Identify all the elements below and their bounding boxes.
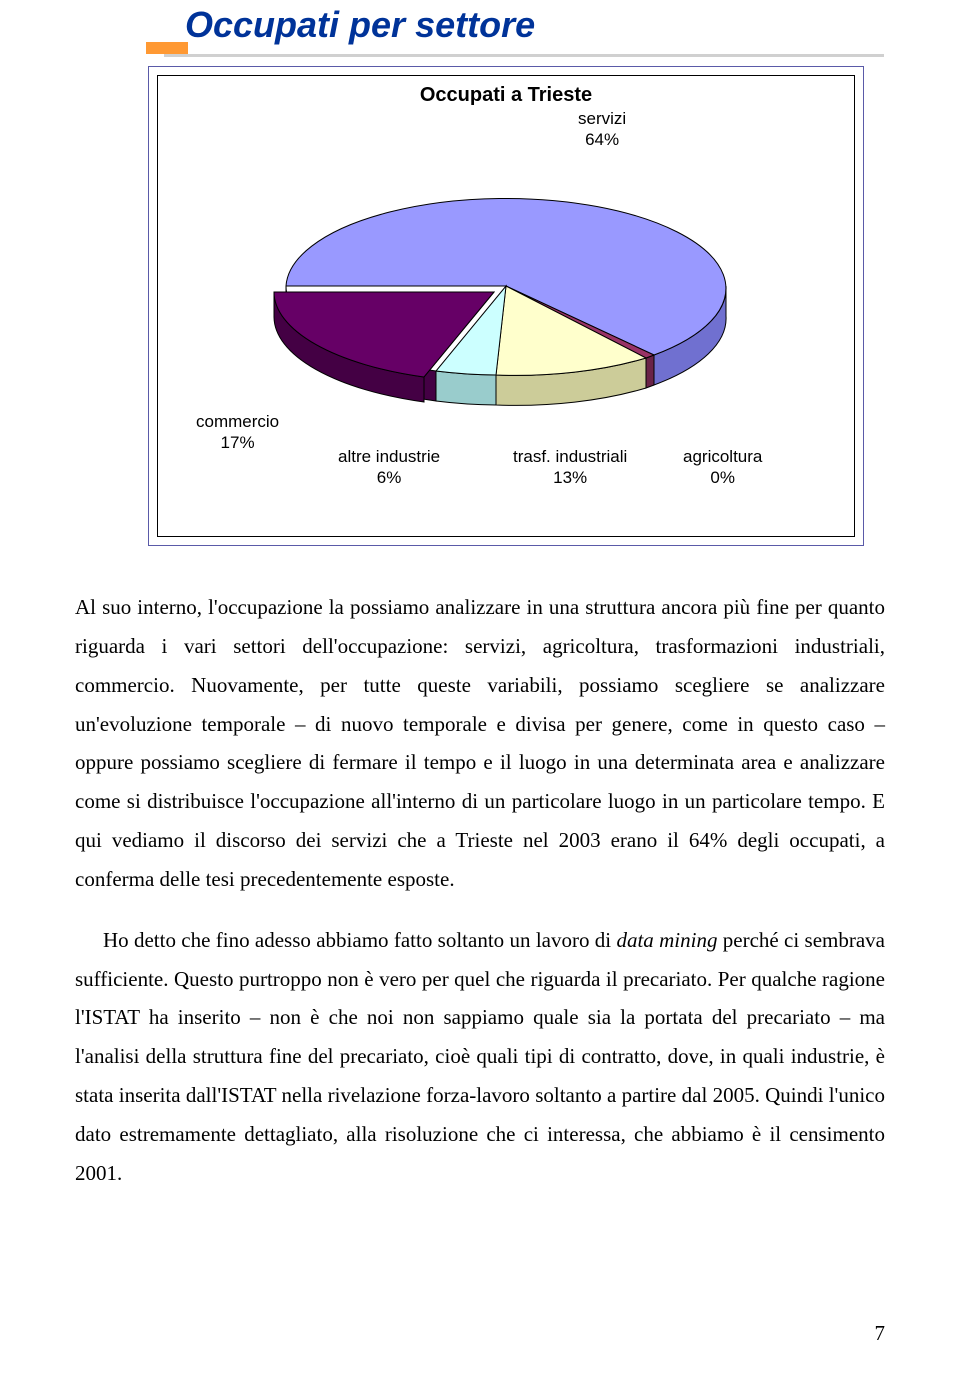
p2-after: perché ci sembrava sufficiente. Questo p… [75,928,885,1185]
chart-title: Occupati a Trieste [158,84,854,107]
label-servizi-pct: 64% [585,130,619,149]
label-agricoltura-pct: 0% [710,468,735,487]
pie-chart [226,136,786,436]
label-altre-name: altre industrie [338,447,440,466]
deco-orange-square [146,42,188,54]
label-altre-pct: 6% [377,468,402,487]
deco-gray-line [164,54,884,57]
paragraph-1: Al suo interno, l'occupazione la possiam… [75,588,885,899]
label-servizi: servizi 64% [578,108,626,151]
label-trasf-pct: 13% [553,468,587,487]
paragraph-2: Ho detto che fino adesso abbiamo fatto s… [75,921,885,1193]
label-trasf: trasf. industriali 13% [513,446,627,489]
label-agricoltura-name: agricoltura [683,447,762,466]
body-text: Al suo interno, l'occupazione la possiam… [75,588,885,1215]
p2-before: Ho detto che fino adesso abbiamo fatto s… [103,928,616,952]
label-servizi-name: servizi [578,109,626,128]
label-altre: altre industrie 6% [338,446,440,489]
label-commercio-pct: 17% [221,433,255,452]
label-commercio-name: commercio [196,412,279,431]
pie-chart-box: Occupati a Trieste [148,66,864,546]
label-commercio: commercio 17% [196,411,279,454]
label-trasf-name: trasf. industriali [513,447,627,466]
pie-svg [226,136,786,436]
slide-title: Occupati per settore [185,4,535,46]
p2-italic: data mining [616,928,717,952]
chart-inner-frame: Occupati a Trieste [157,75,855,537]
label-agricoltura: agricoltura 0% [683,446,762,489]
page-number: 7 [875,1321,886,1346]
